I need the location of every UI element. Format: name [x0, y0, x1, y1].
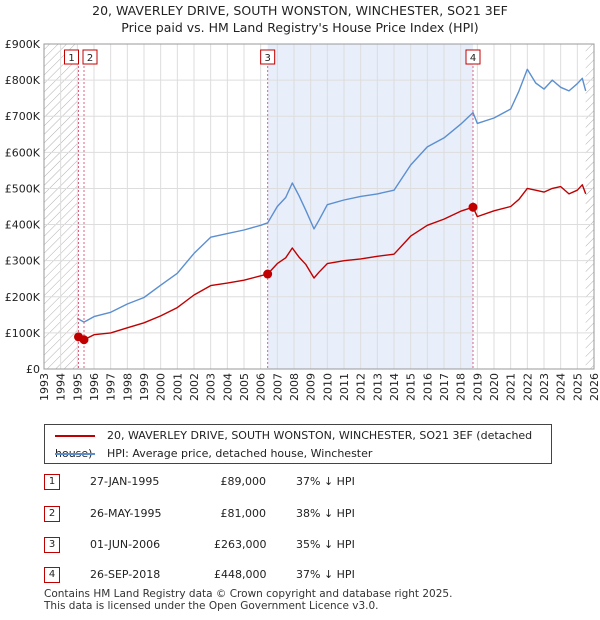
- x-tick-label: 2013: [371, 373, 384, 401]
- sale-marker-box: [260, 49, 276, 65]
- x-tick-label: 2023: [538, 373, 551, 401]
- x-tick-label: 2011: [338, 373, 351, 401]
- x-tick-label: 2000: [155, 373, 168, 401]
- x-tick-label: 2010: [321, 373, 334, 401]
- plot-border: [43, 43, 595, 370]
- y-tick-label: £100K: [5, 327, 41, 340]
- footer-copyright: Contains HM Land Registry data © Crown c…: [44, 588, 453, 600]
- x-tick-label: 2003: [205, 373, 218, 401]
- sale-marker-label: 3: [44, 537, 60, 553]
- legend-swatch-property: [55, 435, 95, 437]
- sale-price: £448,000: [214, 568, 267, 581]
- y-tick-label: £700K: [5, 110, 41, 123]
- sale-point: [263, 269, 273, 279]
- x-tick-label: 2025: [571, 373, 584, 401]
- chart-subtitle-text: Price paid vs. HM Land Registry's House …: [121, 20, 479, 35]
- sale-marker-box-label: 2: [87, 53, 93, 64]
- sale-marker-box: [64, 49, 79, 65]
- sale-price: £263,000: [214, 538, 267, 551]
- x-tick-label: 2015: [405, 373, 418, 401]
- sale-marker-label: 1: [44, 474, 60, 490]
- sale-row: 4 26-SEP-2018 £448,000 37% ↓ HPI: [44, 565, 564, 585]
- x-tick-label: 2022: [521, 373, 534, 401]
- x-tick-label: 2017: [438, 373, 451, 401]
- sale-point: [79, 335, 89, 345]
- sale-marker-box-label: 4: [470, 53, 476, 64]
- sale-price: £89,000: [220, 475, 267, 488]
- chart-title: 20, WAVERLEY DRIVE, SOUTH WONSTON, WINCH…: [0, 2, 600, 36]
- x-tick-label: 2016: [421, 373, 434, 401]
- sale-date: 26-MAY-1995: [90, 507, 162, 520]
- sale-point: [468, 202, 478, 212]
- x-tick-label: 1993: [38, 373, 51, 401]
- sale-hpi-diff: 37% ↓ HPI: [296, 475, 355, 488]
- sale-date: 26-SEP-2018: [90, 568, 161, 581]
- legend-label-hpi: HPI: Average price, detached house, Winc…: [107, 447, 373, 460]
- x-tick-label: 1998: [121, 373, 134, 401]
- chart-title-text: 20, WAVERLEY DRIVE, SOUTH WONSTON, WINCH…: [92, 3, 508, 18]
- footer-notice: Contains HM Land Registry data © Crown c…: [44, 588, 452, 612]
- sale-price: £81,000: [220, 507, 267, 520]
- sale-marker-box-label: 3: [264, 53, 270, 64]
- x-tick-label: 2020: [488, 373, 501, 401]
- chart-legend: 20, WAVERLEY DRIVE, SOUTH WONSTON, WINCH…: [44, 424, 552, 464]
- sale-marker-box: [465, 49, 481, 65]
- sale-date: 01-JUN-2006: [90, 538, 161, 551]
- sale-date: 27-JAN-1995: [90, 475, 160, 488]
- x-tick-label: 2014: [388, 373, 401, 401]
- y-tick-label: £400K: [5, 219, 41, 232]
- sale-hpi-diff: 38% ↓ HPI: [296, 507, 355, 520]
- sale-row: 1 27-JAN-1995 £89,000 37% ↓ HPI: [44, 472, 564, 492]
- sale-marker-box: [82, 49, 98, 65]
- x-tick-label: 2002: [188, 373, 201, 401]
- x-tick-label: 1994: [55, 373, 68, 401]
- y-tick-label: £600K: [5, 146, 41, 159]
- legend-item-property: 20, WAVERLEY DRIVE, SOUTH WONSTON, WINCH…: [55, 427, 551, 460]
- property-series-line: [77, 184, 587, 341]
- hpi-series-line: [76, 68, 587, 323]
- footer-licence: This data is licensed under the Open Gov…: [44, 600, 379, 612]
- sale-marker-label: 2: [44, 506, 60, 522]
- y-tick-label: £800K: [5, 74, 41, 87]
- x-tick-label: 2024: [555, 373, 568, 401]
- x-tick-label: 2026: [588, 373, 600, 401]
- legend-item-hpi: HPI: Average price, detached house, Winc…: [55, 445, 372, 463]
- x-tick-label: 1996: [88, 373, 101, 401]
- x-tick-label: 2012: [355, 373, 368, 401]
- x-tick-label: 1995: [71, 373, 84, 401]
- sale-row: 3 01-JUN-2006 £263,000 35% ↓ HPI: [44, 535, 564, 555]
- y-tick-label: £200K: [5, 291, 41, 304]
- x-tick-label: 2009: [305, 373, 318, 401]
- sale-hpi-diff: 35% ↓ HPI: [296, 538, 355, 551]
- x-tick-label: 2001: [171, 373, 184, 401]
- sale-marker-box-label: 1: [68, 53, 74, 64]
- y-tick-label: £500K: [5, 182, 41, 195]
- y-tick-label: £0: [26, 363, 40, 376]
- y-tick-label: £300K: [5, 255, 41, 268]
- x-tick-label: 2021: [505, 373, 518, 401]
- x-tick-label: 2008: [288, 373, 301, 401]
- x-tick-label: 2004: [221, 373, 234, 401]
- x-tick-label: 2006: [255, 373, 268, 401]
- x-tick-label: 1999: [138, 373, 151, 401]
- price-chart: £0 £100K £200K £300K £400K £500K £600K £700K £80…: [5, 38, 600, 401]
- shaded-ownership-region: [267, 44, 473, 369]
- x-tick-label: 2007: [271, 373, 284, 401]
- sale-hpi-diff: 37% ↓ HPI: [296, 568, 355, 581]
- x-tick-label: 1997: [105, 373, 118, 401]
- x-tick-label: 2005: [238, 373, 251, 401]
- hatched-no-data-end: [585, 44, 594, 369]
- legend-swatch-hpi: [55, 453, 95, 455]
- sale-marker-label: 4: [44, 567, 60, 583]
- x-tick-label: 2018: [455, 373, 468, 401]
- sale-row: 2 26-MAY-1995 £81,000 38% ↓ HPI: [44, 504, 564, 524]
- x-tick-label: 2019: [471, 373, 484, 401]
- y-tick-label: £900K: [5, 38, 41, 51]
